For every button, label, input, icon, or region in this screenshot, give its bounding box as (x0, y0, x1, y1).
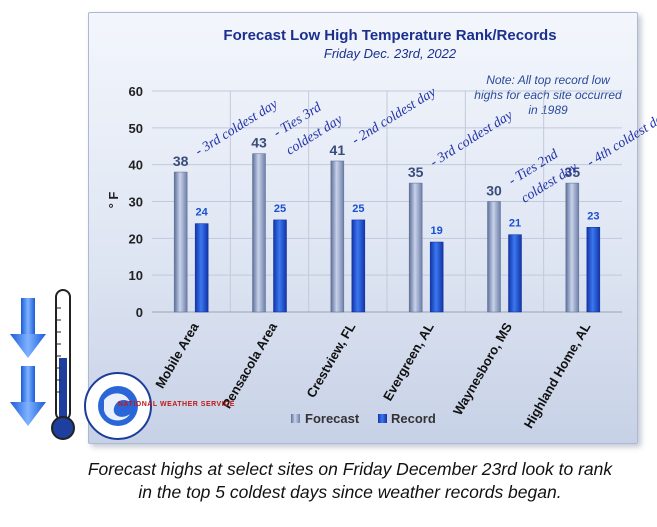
data-label-record: 23 (587, 210, 599, 222)
bar-forecast (565, 182, 580, 313)
bar-forecast (330, 160, 345, 313)
legend-forecast-swatch (291, 414, 300, 423)
y-tick-label: 10 (129, 268, 143, 283)
bar-forecast (408, 182, 423, 313)
nws-logo: NATIONAL WEATHER SERVICE (84, 372, 235, 440)
y-tick-label: 0 (136, 305, 143, 320)
caption-line-1-text: Forecast highs at select sites on Friday… (87, 459, 613, 479)
bar-record (586, 227, 601, 313)
bar-forecast (487, 201, 501, 313)
category-labels: Mobile Area Pensacola Area Crestview, FL Ev… (152, 319, 593, 431)
bar-record (508, 234, 522, 313)
bar-record (194, 223, 209, 313)
bar-forecast (173, 171, 188, 313)
data-label-record: 24 (196, 207, 209, 219)
category-label: Mobile Area (152, 319, 202, 391)
down-arrow-icon (10, 366, 46, 426)
down-arrows-icon (10, 298, 46, 426)
caption-line-2: in the top 5 coldest days since weather … (60, 482, 640, 503)
caption-line-2-text: in the top 5 coldest days since weather … (138, 482, 562, 502)
bar-record (351, 219, 366, 313)
data-label-record: 21 (509, 218, 521, 230)
annotation-text: - 4th coldest day (585, 108, 657, 170)
data-label-forecast: 43 (251, 135, 267, 151)
data-label-forecast: 41 (330, 142, 346, 158)
legend-record-swatch (378, 414, 387, 423)
chart-subtitle: Friday Dec. 23rd, 2022 (324, 46, 457, 61)
y-tick-label: 50 (129, 121, 143, 136)
data-label-forecast: 35 (565, 164, 581, 180)
bar-record (273, 219, 287, 313)
category-label: Evergreen, AL (380, 320, 437, 403)
category-label: Waynesboro, MS (450, 320, 515, 418)
category-label: Pensacola Area (219, 319, 281, 411)
chart-title: Forecast Low High Temperature Rank/Recor… (223, 27, 556, 44)
y-axis-ticks: 0 10 20 30 40 50 60 (129, 84, 143, 320)
data-label-forecast: 38 (173, 153, 189, 169)
data-labels: 38 24 43 25 41 25 35 19 30 21 35 23 (173, 135, 600, 237)
annotation-text: - 2nd coldest day (350, 84, 440, 148)
data-label-forecast: 35 (408, 164, 424, 180)
down-arrow-icon (10, 298, 46, 358)
note-line: Note: All top record low (486, 73, 611, 87)
nws-logo-text: NATIONAL WEATHER SERVICE (118, 401, 235, 408)
y-tick-label: 30 (129, 195, 143, 210)
note-line: in 1989 (528, 103, 568, 117)
bar-record (429, 241, 444, 313)
data-label-record: 25 (352, 203, 364, 215)
data-label-record: 19 (431, 225, 443, 237)
data-label-forecast: 30 (486, 183, 502, 199)
category-label: Highland Home, AL (521, 320, 594, 431)
y-tick-label: 60 (129, 84, 143, 99)
y-axis-label: ° F (106, 192, 121, 209)
bars (173, 153, 601, 313)
bar-forecast (252, 153, 266, 313)
y-tick-label: 20 (129, 231, 143, 246)
grid (152, 90, 622, 313)
legend-record-label: Record (391, 411, 436, 426)
legend: Forecast Record (291, 411, 436, 426)
caption-line-1: Forecast highs at select sites on Friday… (60, 459, 640, 480)
thermometer-icon (51, 289, 75, 440)
legend-forecast-label: Forecast (305, 411, 360, 426)
y-tick-label: 40 (129, 158, 143, 173)
note-line: highs for each site occurred (474, 88, 622, 102)
data-label-record: 25 (274, 203, 286, 215)
category-label: Crestview, FL (303, 320, 358, 400)
annotation-text: - 3rd coldest day (428, 108, 516, 171)
